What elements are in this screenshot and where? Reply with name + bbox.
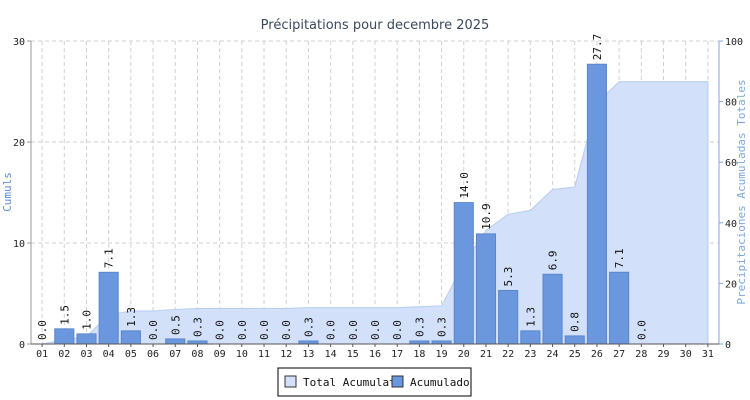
bar-21 (475, 233, 497, 345)
data-label-23: 1.3 (524, 307, 537, 327)
data-labels: 0.0 1.5 1.0 7.1 1.3 0.0 0.5 0.3 0.0 0.0 0.0 0.0 0.3 0… (36, 34, 648, 340)
data-label-10: 0.0 (236, 320, 249, 340)
data-label-19: 0.3 (436, 317, 449, 337)
x-tick-label-30: 30 (680, 349, 692, 360)
x-tick-label-25: 25 (569, 349, 581, 360)
bar-26 (586, 63, 607, 345)
x-tick-label-16: 16 (369, 349, 381, 360)
bars (54, 63, 630, 345)
data-label-24: 6.9 (547, 250, 560, 270)
x-tick-label-21: 21 (480, 349, 492, 360)
data-label-04: 7.1 (103, 248, 116, 268)
legend: Total Acumulat Acumulado (277, 367, 472, 397)
y-tick-label-right: 60 (725, 158, 737, 169)
x-tick-label-10: 10 (236, 349, 248, 360)
axes: 0 10 20 30 0 20 40 60 80 100 01 02 03 04 05 06 07 08 09 10 1… (13, 37, 743, 360)
x-tick-label-01: 01 (36, 349, 48, 360)
bar-22 (498, 289, 519, 345)
data-label-25: 0.8 (569, 312, 582, 332)
chart-title: Précipitations pour decembre 2025 (261, 18, 490, 33)
data-label-09: 0.0 (214, 320, 227, 340)
x-tick-label-17: 17 (391, 349, 403, 360)
y-tick-label-left: 20 (13, 138, 25, 149)
bar-27 (609, 271, 630, 345)
data-label-14: 0.0 (325, 320, 338, 340)
x-tick-label-14: 14 (325, 349, 337, 360)
data-label-07: 0.5 (169, 315, 182, 335)
bar-02 (54, 328, 75, 345)
legend-swatch-area (284, 375, 297, 388)
data-label-11: 0.0 (258, 320, 271, 340)
bar-03 (76, 333, 97, 345)
y-axis-label-left: Cumuls (1, 172, 14, 212)
data-label-21: 10.9 (480, 203, 493, 230)
x-tick-label-11: 11 (258, 349, 270, 360)
x-tick-label-20: 20 (458, 349, 470, 360)
x-tick-label-27: 27 (613, 349, 625, 360)
bar-07 (165, 338, 186, 345)
x-tick-label-23: 23 (524, 349, 536, 360)
y-tick-label-right: 80 (725, 98, 737, 109)
y-tick-label-left: 10 (13, 239, 25, 250)
x-tick-label-26: 26 (591, 349, 603, 360)
x-tick-label-08: 08 (191, 349, 203, 360)
legend-label-total-acumulat: Total Acumulat (303, 376, 396, 389)
x-tick-label-09: 09 (214, 349, 226, 360)
data-label-22: 5.3 (502, 267, 515, 287)
legend-label-acumulado: Acumulado (410, 376, 470, 389)
cumulative-area (41, 81, 709, 345)
x-tick-label-13: 13 (302, 349, 314, 360)
data-label-06: 0.0 (147, 320, 160, 340)
x-tick-label-12: 12 (280, 349, 292, 360)
y-tick-label-left: 30 (13, 37, 25, 48)
y-tick-label-left: 0 (19, 340, 25, 351)
x-tick-label-04: 04 (103, 349, 115, 360)
data-label-27: 7.1 (613, 248, 626, 268)
x-tick-label-03: 03 (80, 349, 92, 360)
series-area-total-acumulat (41, 81, 709, 345)
data-label-15: 0.0 (347, 320, 360, 340)
x-tick-label-07: 07 (169, 349, 181, 360)
bar-05 (120, 330, 141, 345)
data-label-26: 27.7 (591, 34, 604, 61)
legend-box (277, 367, 472, 397)
y-tick-label-right: 0 (725, 340, 731, 351)
legend-swatch-bar (391, 375, 404, 388)
data-label-02: 1.5 (58, 305, 71, 325)
bar-04 (98, 271, 119, 345)
data-label-20: 14.0 (458, 172, 471, 199)
y-tick-label-right: 20 (725, 279, 737, 290)
x-tick-label-29: 29 (657, 349, 669, 360)
x-tick-label-06: 06 (147, 349, 159, 360)
x-tick-label-24: 24 (547, 349, 559, 360)
x-tick-label-19: 19 (436, 349, 448, 360)
y-axis-label-right: Precipitaciones Acumuladas Totales (735, 79, 748, 304)
data-label-08: 0.3 (191, 317, 204, 337)
y-tick-label-right: 40 (725, 219, 737, 230)
data-label-05: 1.3 (125, 307, 138, 327)
data-label-01: 0.0 (36, 320, 49, 340)
bar-23 (520, 330, 541, 345)
data-label-17: 0.0 (391, 320, 404, 340)
data-label-13: 0.3 (302, 317, 315, 337)
data-label-12: 0.0 (280, 320, 293, 340)
x-tick-label-22: 22 (502, 349, 514, 360)
x-tick-label-31: 31 (702, 349, 714, 360)
bar-24 (542, 273, 563, 345)
data-label-18: 0.3 (413, 317, 426, 337)
y-tick-label-right: 100 (725, 37, 743, 48)
x-tick-label-18: 18 (413, 349, 425, 360)
x-tick-label-28: 28 (635, 349, 647, 360)
data-label-03: 1.0 (80, 310, 93, 330)
bar-25 (564, 335, 585, 345)
data-label-16: 0.0 (369, 320, 382, 340)
x-tick-label-05: 05 (125, 349, 137, 360)
data-label-28: 0.0 (635, 320, 648, 340)
x-tick-label-15: 15 (347, 349, 359, 360)
bar-20 (453, 202, 474, 345)
x-tick-label-02: 02 (58, 349, 70, 360)
